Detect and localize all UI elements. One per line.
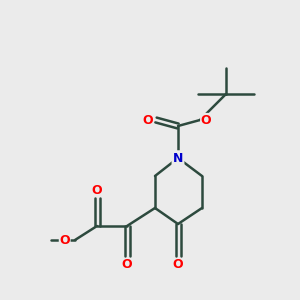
Text: O: O <box>122 257 132 271</box>
Text: O: O <box>92 184 102 196</box>
Text: O: O <box>59 233 70 247</box>
Text: O: O <box>143 113 153 127</box>
Text: O: O <box>201 113 211 127</box>
Text: O: O <box>173 257 183 271</box>
Text: N: N <box>173 152 183 164</box>
